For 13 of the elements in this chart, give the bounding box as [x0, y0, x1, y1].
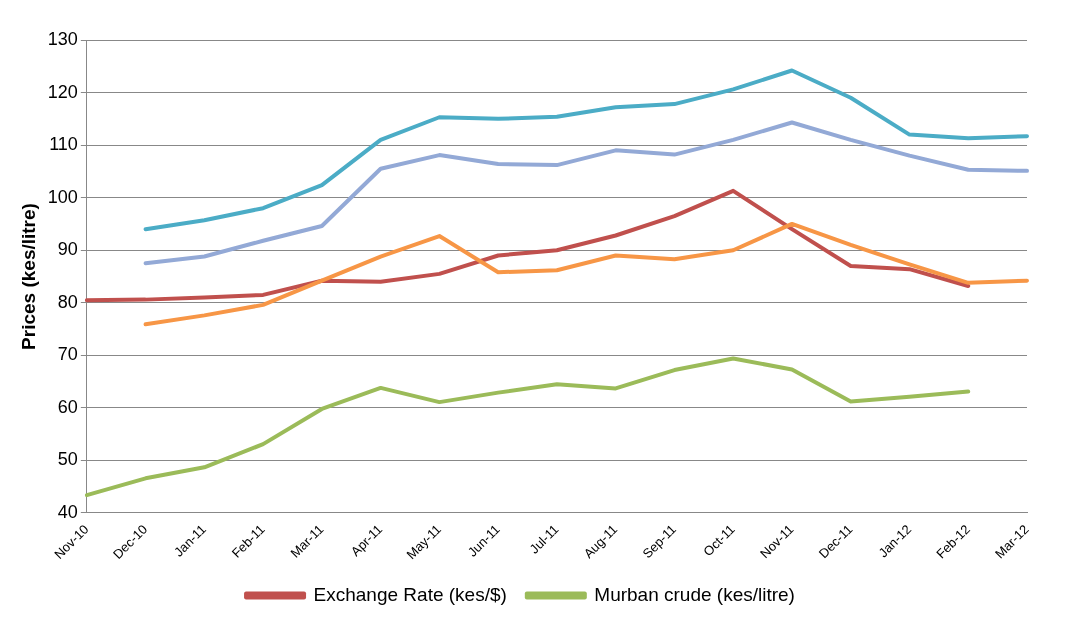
y-tick-label: 110	[49, 134, 78, 155]
y-tick-label: 70	[57, 344, 78, 365]
y-tick-label: 130	[47, 28, 78, 49]
y-tick-label: 100	[47, 186, 78, 207]
legend-label: Exchange Rate (kes/$)	[313, 583, 507, 605]
y-tick-label: 80	[57, 291, 78, 312]
y-tick-label: 90	[57, 239, 78, 260]
y-tick-label: 120	[47, 81, 78, 102]
y-tick-label: 60	[57, 396, 78, 417]
legend-label: Murban crude (kes/litre)	[594, 583, 795, 605]
y-tick-label: 50	[57, 449, 78, 470]
y-tick-label: 40	[57, 501, 78, 522]
y-axis-title: Prices (kes/litre)	[17, 203, 39, 350]
